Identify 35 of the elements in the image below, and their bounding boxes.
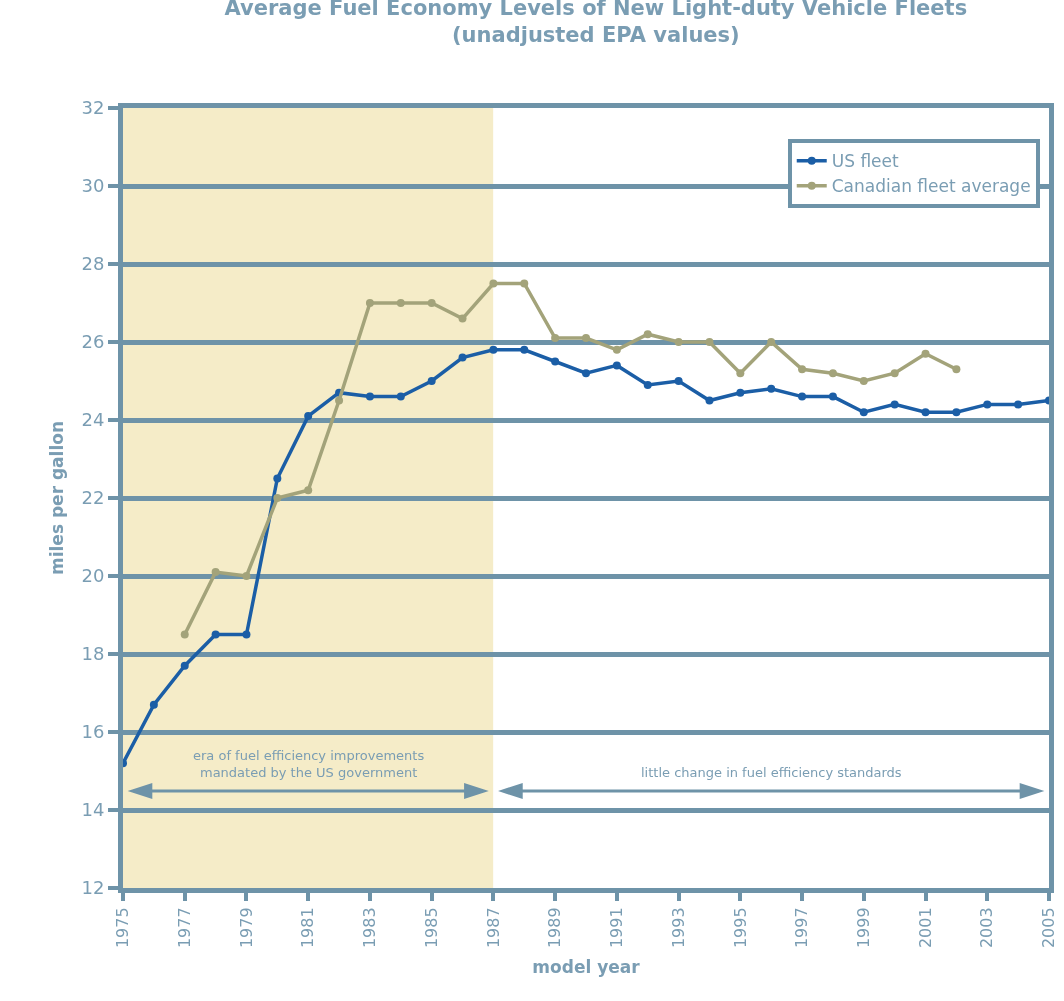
chart-subtitle: (unadjusted EPA values) [451,23,740,48]
y-tick-label: 14 [81,799,105,821]
x-tick-label: 1977 [174,907,194,949]
x-tick-label: 1993 [668,907,688,949]
y-tick-label: 16 [81,721,105,743]
y-tick-label: 18 [81,643,105,665]
x-tick-label: 1989 [545,907,565,949]
x-tick-label: 1979 [236,907,256,949]
y-tick-label: 28 [81,253,105,275]
y-tick-label: 30 [81,175,105,197]
x-tick-label: 2001 [915,907,935,949]
band-label: era of fuel efficiency improvements mandated by the US government [193,748,425,780]
y-tick-label: 12 [81,877,105,899]
y-tick-label: 24 [81,409,105,431]
x-axis-title: model year [532,956,641,977]
x-tick-label: 1987 [483,907,503,949]
y-tick-label: 26 [81,331,105,353]
x-tick-label: 1999 [854,907,873,949]
x-tick-label: 2003 [977,907,997,949]
y-tick-label: 20 [81,565,105,587]
band-label: little change in fuel efficiency standards [641,765,902,780]
x-tick-label: 1991 [607,907,627,949]
y-tick-label: 32 [81,97,105,119]
y-tick-label: 22 [81,487,105,509]
x-tick-label: 1975 [113,907,133,949]
x-tick-label: 1985 [421,907,441,949]
chart-title: Average Fuel Economy Levels of New Light-duty Vehicle Fleets [224,0,968,21]
x-tick-label: 1983 [360,907,380,949]
legend-label: US fleet [831,151,899,172]
legend-label: Canadian fleet average [831,176,1031,197]
y-axis-title: miles per gallon [47,420,68,576]
x-tick-label: 1997 [792,907,812,949]
x-tick-label: 1995 [730,907,750,949]
x-tick-label: 2005 [1039,907,1059,949]
x-tick-label: 1981 [298,907,318,949]
